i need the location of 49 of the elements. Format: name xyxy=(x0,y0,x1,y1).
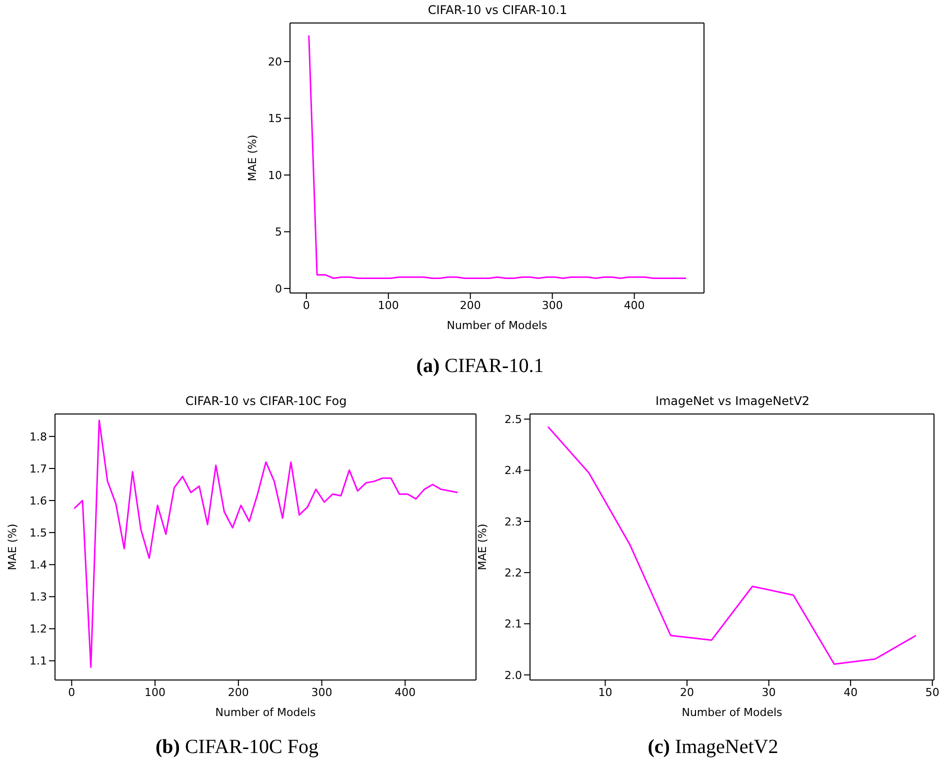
x-tick-label: 30 xyxy=(762,686,776,699)
y-axis-title: MAE (%) xyxy=(246,134,259,182)
y-tick-label: 2.2 xyxy=(504,566,522,580)
y-tick-label: 1.7 xyxy=(30,462,47,476)
x-axis-title: Number of Models xyxy=(682,706,783,719)
x-tick-label: 200 xyxy=(228,686,249,699)
text: (c) ImageNetV2 xyxy=(646,736,780,759)
x-tick-label: 0 xyxy=(68,686,76,699)
line-series xyxy=(547,426,917,665)
y-tick-label: 2.4 xyxy=(504,464,522,478)
chart-title: CIFAR-10 vs CIFAR-10.1 xyxy=(426,3,568,17)
y-axis-title: MAE (%) xyxy=(6,524,19,570)
x-tick-label: 300 xyxy=(542,298,563,312)
x-tick-label: 300 xyxy=(311,686,332,699)
chart-title: ImageNet vs ImageNetV2 xyxy=(654,394,811,408)
y-tick-label: 1.6 xyxy=(30,494,47,508)
x-tick-label: 400 xyxy=(394,686,416,699)
x-tick-label: 100 xyxy=(144,686,166,699)
y-tick-label: 2.3 xyxy=(504,515,522,528)
line-series xyxy=(73,420,458,668)
y-tick-label: 1.4 xyxy=(30,558,47,572)
y-tick-label: 2.0 xyxy=(504,668,522,682)
y-tick-label: 2.5 xyxy=(504,413,522,426)
x-tick-label: 100 xyxy=(378,298,399,312)
y-tick-label: 1.3 xyxy=(30,590,47,604)
y-tick-label: 2.1 xyxy=(504,618,522,631)
x-tick-label: 20 xyxy=(680,686,694,699)
x-axis-title: Number of Models xyxy=(446,319,548,332)
x-tick-label: 0 xyxy=(302,298,310,312)
x-tick-label: 50 xyxy=(925,686,940,699)
y-tick-label: 1.2 xyxy=(30,622,47,636)
y-tick-label: 10 xyxy=(268,168,282,182)
x-tick-label: 400 xyxy=(624,298,645,312)
y-axis-title: MAE (%) xyxy=(476,524,489,570)
y-tick-label: 15 xyxy=(268,112,282,126)
y-tick-label: 20 xyxy=(268,55,282,68)
y-tick-label: 1.8 xyxy=(30,430,47,444)
y-tick-label: 1.1 xyxy=(30,654,47,668)
y-tick-label: 1.5 xyxy=(30,526,47,540)
line-series xyxy=(308,34,687,279)
x-tick-label: 200 xyxy=(460,298,481,312)
y-tick-label: 5 xyxy=(275,226,282,239)
x-tick-label: 40 xyxy=(844,686,858,699)
x-tick-label: 10 xyxy=(598,686,612,699)
text: (a) CIFAR-10.1 xyxy=(415,355,545,378)
text: (b) CIFAR-10C Fog xyxy=(154,736,320,759)
chart-title: CIFAR-10 vs CIFAR-10C Fog xyxy=(184,394,348,408)
x-axis-title: Number of Models xyxy=(215,706,316,719)
y-tick-label: 0 xyxy=(275,282,282,296)
